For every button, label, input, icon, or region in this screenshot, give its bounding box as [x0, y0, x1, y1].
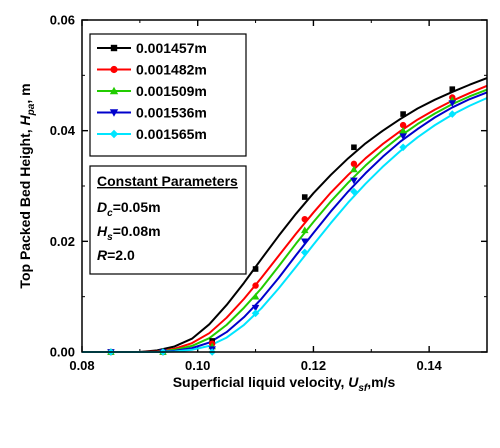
data-point-1: [351, 144, 357, 151]
param-3: R=2.0: [97, 247, 135, 263]
param-1: Dc=0.05m: [97, 199, 161, 219]
data-point-3: [300, 226, 309, 234]
data-point-3: [251, 292, 260, 300]
x-tick-label: 0.12: [301, 358, 326, 373]
plot-frame: [81, 19, 488, 353]
data-point-5: [448, 110, 457, 118]
legend-marker-4: [109, 109, 119, 117]
data-point-3: [399, 126, 407, 134]
data-point-1: [449, 86, 456, 92]
legend-label-4: 0.001536m: [136, 105, 207, 121]
y-tick-label: 0.06: [50, 13, 75, 28]
data-point-5: [399, 143, 407, 152]
legend-label-1: 0.001457m: [136, 40, 207, 56]
x-axis-label: Superficial liquid velocity, Usf,m/s: [173, 374, 396, 394]
data-point-5: [251, 309, 260, 318]
params-box: Constant Parameters Dc=0.05m Hs=0.08m R=2.…: [89, 165, 247, 275]
data-point-4: [399, 133, 407, 140]
data-point-4: [251, 304, 260, 312]
data-point-3: [350, 165, 358, 173]
series-line-1: [82, 77, 488, 353]
data-point-1: [400, 111, 406, 117]
tick-labels: 0.08 0.10 0.12 0.14 0.00 0.02 0.04 0.06: [50, 13, 443, 374]
legend-label-3: 0.001509m: [136, 83, 207, 99]
x-tick-label: 0.14: [416, 358, 442, 373]
legend-marker-2: [110, 65, 118, 74]
x-tick-label: 0.10: [185, 358, 210, 373]
y-tick-label: 0.04: [50, 123, 76, 138]
data-point-4: [448, 100, 457, 107]
x-tick-label: 0.08: [69, 358, 94, 373]
data-point-4: [300, 238, 309, 246]
data-point-2: [252, 282, 259, 289]
data-point-1: [301, 194, 308, 200]
params-heading: Constant Parameters: [97, 173, 238, 189]
legend-label-2: 0.001482m: [136, 62, 207, 78]
params-frame: [89, 165, 247, 275]
y-tick-label: 0.00: [50, 345, 75, 360]
legend-marker-1: [110, 44, 118, 52]
data-point-5: [350, 187, 358, 196]
data-point-2: [399, 121, 407, 129]
y-tick-label: 0.02: [50, 234, 75, 249]
params-items: Dc=0.05m Hs=0.08m R=2.0: [97, 199, 161, 263]
param-2: Hs=0.08m: [97, 223, 161, 243]
data-point-2: [301, 216, 308, 223]
legend-label-5: 0.001565m: [136, 126, 207, 142]
legend: 0.001457m 0.001482m 0.001509m 0.001536m 0.00…: [89, 33, 247, 157]
data-point-2: [350, 160, 358, 168]
data-point-1: [252, 266, 259, 272]
legend-marker-3: [109, 86, 119, 95]
data-point-4: [350, 177, 358, 185]
data-point-5: [300, 248, 309, 257]
y-axis-label: Top Packed Bed Height, Hpa, m: [17, 83, 37, 288]
legend-items: 0.001457m 0.001482m 0.001509m 0.001536m 0.00…: [97, 40, 207, 142]
legend-marker-5: [109, 129, 119, 139]
